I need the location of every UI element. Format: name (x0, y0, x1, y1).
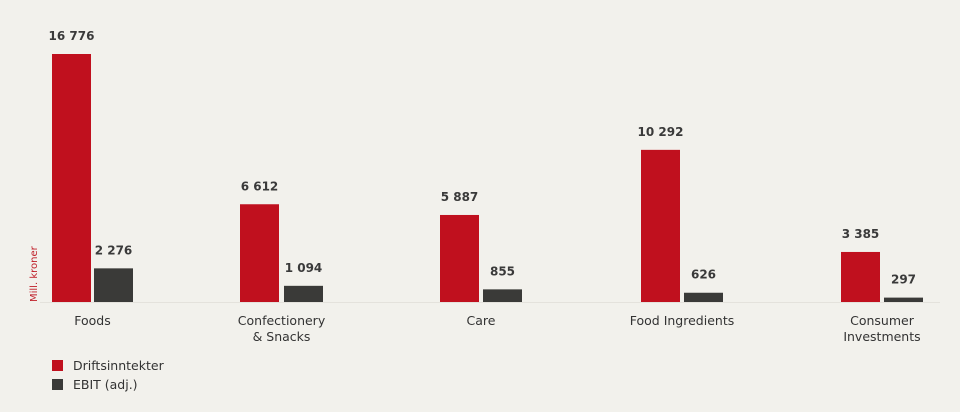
bar-driftsinntekter (841, 251, 880, 302)
legend: Driftsinntekter EBIT (adj.) (52, 358, 165, 392)
bar-ebit (884, 297, 923, 302)
category-label: Foods (74, 313, 111, 328)
bar-ebit (94, 268, 133, 302)
category-label: Food Ingredients (630, 313, 734, 328)
bar-ebit (284, 285, 323, 302)
data-label: 10 292 (638, 125, 684, 139)
category-label: & Snacks (253, 329, 311, 344)
bar-driftsinntekter (240, 204, 279, 302)
data-label: 1 094 (285, 261, 323, 275)
category-label: Consumer (850, 313, 915, 328)
data-label: 626 (691, 268, 716, 282)
category-group: 10 292 626 Food Ingredients (630, 125, 734, 328)
legend-swatch (52, 360, 63, 371)
bar-driftsinntekter (641, 149, 680, 302)
data-label: 297 (891, 273, 916, 287)
category-label: Confectionery (238, 313, 326, 328)
data-label: 6 612 (241, 179, 279, 193)
category-group: 5 887 855 Care (440, 190, 522, 328)
bar-driftsinntekter (440, 214, 479, 302)
category-group: 6 612 1 094 Confectionery& Snacks (238, 179, 326, 344)
legend-label: EBIT (adj.) (73, 377, 138, 392)
bar-driftsinntekter (52, 54, 91, 302)
category-group: 16 776 2 276 Foods (49, 29, 133, 328)
y-axis-label: Mill. kroner (29, 245, 40, 302)
category-label: Care (467, 313, 496, 328)
data-label: 2 276 (95, 243, 133, 257)
category-label: Investments (843, 329, 920, 344)
data-label: 3 385 (842, 227, 880, 241)
legend-label: Driftsinntekter (73, 358, 165, 373)
data-label: 855 (490, 264, 515, 278)
bar-ebit (684, 292, 723, 302)
data-label: 5 887 (441, 190, 479, 204)
data-label: 16 776 (49, 29, 95, 43)
bar-ebit (483, 289, 522, 302)
legend-swatch (52, 379, 63, 390)
